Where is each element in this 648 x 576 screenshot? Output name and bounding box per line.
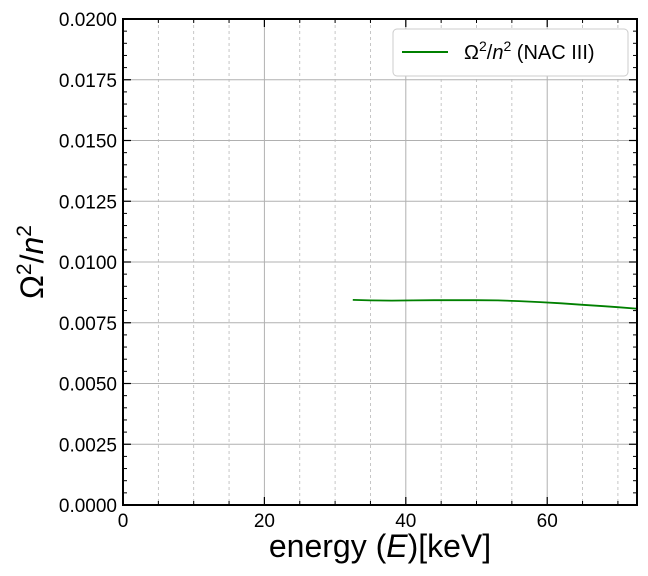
legend-box: [392, 28, 629, 77]
y-tick-label: 0.0125: [59, 192, 117, 213]
y-tick-label: 0.0175: [59, 71, 117, 92]
y-tick-label: 0.0000: [59, 496, 117, 517]
y-tick-label: 0.0075: [59, 314, 117, 335]
legend: Ω2/n2 (NAC III): [392, 28, 629, 77]
axis-ticks: [122, 18, 637, 506]
series-layer: [352, 299, 638, 310]
series-line: [352, 299, 638, 310]
legend-label: Ω2/n2 (NAC III): [464, 38, 595, 64]
x-tick-label: 20: [254, 511, 275, 532]
y-tick-label: 0.0100: [59, 253, 117, 274]
y-tick-label: 0.0150: [59, 132, 117, 153]
y-tick-label: 0.0050: [59, 375, 117, 396]
x-tick-label: 60: [537, 511, 558, 532]
y-tick-label: 0.0200: [59, 10, 117, 31]
y-tick-label: 0.0025: [59, 435, 117, 456]
x-axis-title: energy (E)[keV]: [269, 528, 491, 564]
tick-labels: 0 20 40 60 0.0000 0.0025 0.0050 0.0075 0.0100 0.0…: [59, 10, 558, 532]
x-tick-label: 0: [118, 511, 129, 532]
x-tick-label: 40: [395, 511, 416, 532]
y-axis-title: Ω2/n2: [13, 225, 50, 299]
